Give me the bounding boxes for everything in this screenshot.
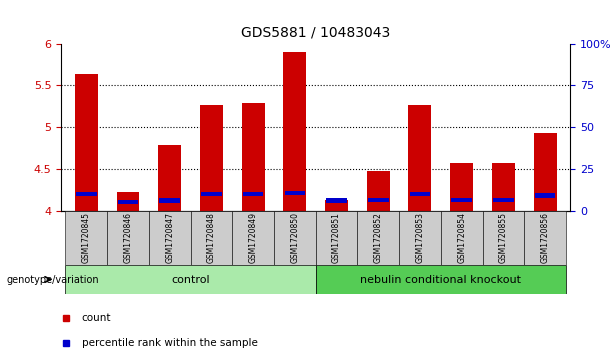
Bar bbox=[158, 146, 181, 211]
FancyBboxPatch shape bbox=[66, 211, 107, 265]
Bar bbox=[200, 105, 223, 211]
Bar bbox=[535, 193, 555, 197]
FancyBboxPatch shape bbox=[482, 211, 524, 265]
Bar bbox=[450, 163, 473, 211]
Text: GSM1720845: GSM1720845 bbox=[82, 212, 91, 263]
Text: GSM1720851: GSM1720851 bbox=[332, 212, 341, 263]
Bar bbox=[76, 192, 97, 196]
Bar bbox=[159, 199, 180, 203]
FancyBboxPatch shape bbox=[316, 265, 566, 294]
Text: genotype/variation: genotype/variation bbox=[6, 274, 99, 285]
Bar bbox=[409, 192, 430, 196]
Bar bbox=[451, 197, 472, 202]
Text: GSM1720846: GSM1720846 bbox=[124, 212, 132, 263]
Text: GSM1720849: GSM1720849 bbox=[249, 212, 257, 263]
Text: GSM1720855: GSM1720855 bbox=[499, 212, 508, 263]
Bar bbox=[75, 74, 98, 211]
Text: percentile rank within the sample: percentile rank within the sample bbox=[82, 338, 257, 348]
FancyBboxPatch shape bbox=[524, 211, 566, 265]
Bar bbox=[533, 133, 557, 211]
Text: GSM1720850: GSM1720850 bbox=[291, 212, 299, 263]
FancyBboxPatch shape bbox=[274, 211, 316, 265]
FancyBboxPatch shape bbox=[357, 211, 399, 265]
Bar bbox=[492, 163, 515, 211]
FancyBboxPatch shape bbox=[107, 211, 149, 265]
Bar bbox=[284, 191, 305, 195]
FancyBboxPatch shape bbox=[399, 211, 441, 265]
FancyBboxPatch shape bbox=[149, 211, 191, 265]
Bar bbox=[283, 52, 306, 211]
Bar bbox=[243, 192, 264, 196]
Bar bbox=[408, 105, 432, 211]
Text: nebulin conditional knockout: nebulin conditional knockout bbox=[360, 274, 521, 285]
FancyBboxPatch shape bbox=[441, 211, 482, 265]
Bar bbox=[325, 200, 348, 211]
Bar bbox=[367, 171, 390, 211]
Text: GSM1720848: GSM1720848 bbox=[207, 212, 216, 263]
Bar bbox=[242, 103, 265, 211]
Text: count: count bbox=[82, 313, 111, 323]
Text: GSM1720853: GSM1720853 bbox=[416, 212, 424, 263]
FancyBboxPatch shape bbox=[232, 211, 274, 265]
Bar bbox=[118, 200, 139, 204]
Bar bbox=[368, 197, 389, 202]
Text: GSM1720847: GSM1720847 bbox=[166, 212, 174, 263]
Title: GDS5881 / 10483043: GDS5881 / 10483043 bbox=[241, 26, 390, 40]
Bar bbox=[116, 192, 140, 211]
FancyBboxPatch shape bbox=[316, 211, 357, 265]
Bar bbox=[201, 192, 222, 196]
Bar bbox=[326, 199, 347, 203]
FancyBboxPatch shape bbox=[191, 211, 232, 265]
Text: GSM1720852: GSM1720852 bbox=[374, 212, 383, 263]
Text: GSM1720854: GSM1720854 bbox=[457, 212, 466, 263]
Bar bbox=[493, 197, 514, 202]
Text: control: control bbox=[171, 274, 210, 285]
Text: GSM1720856: GSM1720856 bbox=[541, 212, 550, 263]
FancyBboxPatch shape bbox=[66, 265, 316, 294]
